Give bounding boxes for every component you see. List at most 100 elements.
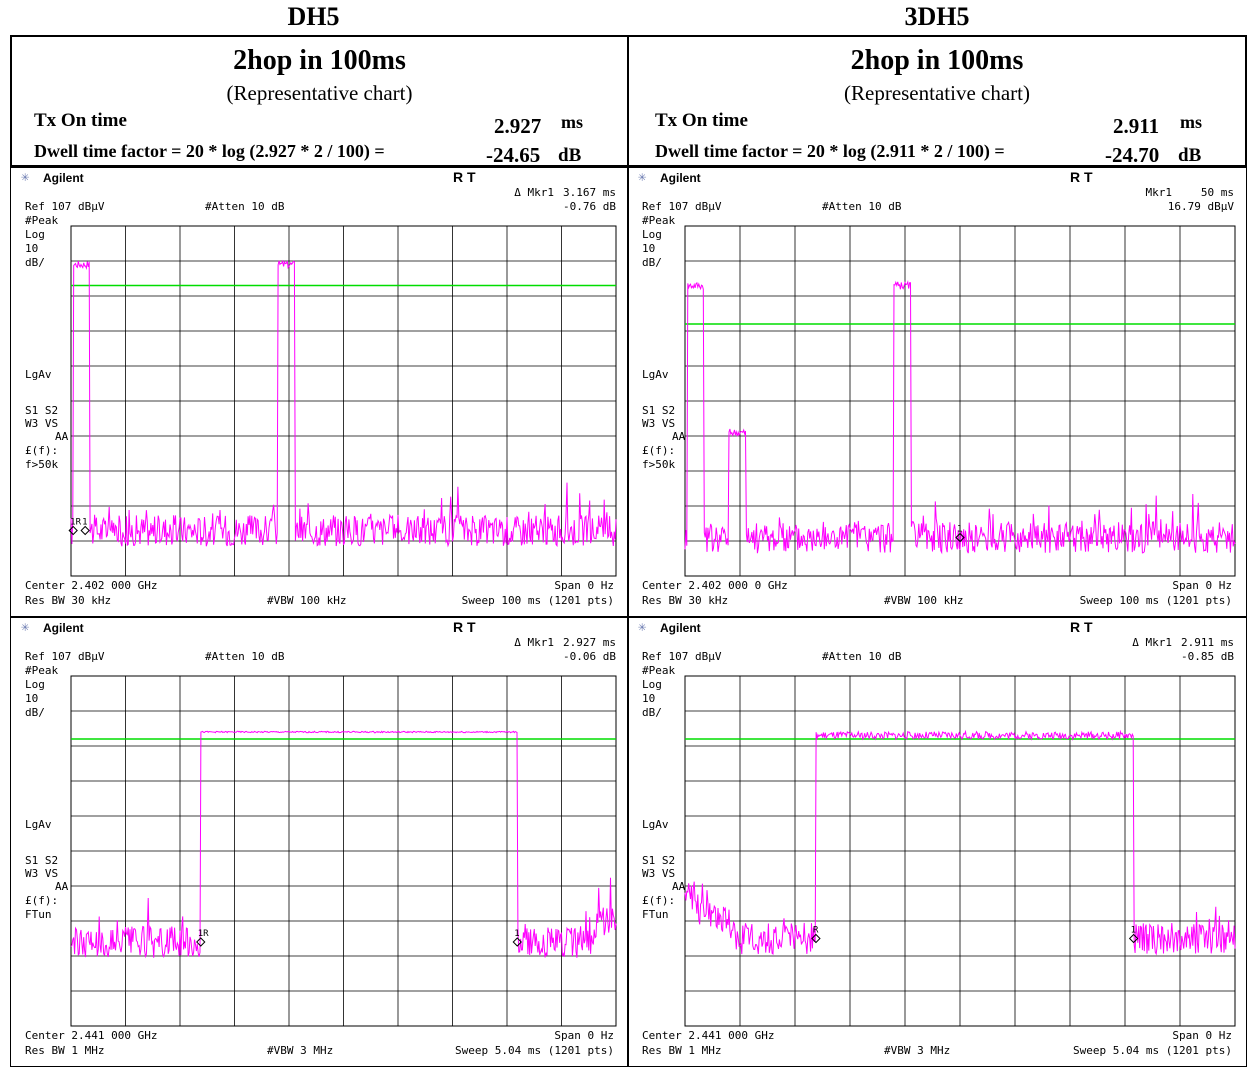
dwell-time-unit: dB — [1178, 145, 1202, 166]
detector-label: #Peak — [25, 664, 59, 677]
sweep-time: Sweep 100 ms (1201 pts) — [1079, 594, 1232, 607]
analyzer-panel-3: ✳ Agilent R T Δ Mkr1 2.927 ms Ref 107 dBμV #At… — [10, 617, 629, 1067]
mode-indicator: R T — [453, 619, 476, 635]
dwell-time-label: Dwell time factor = 20 * log (2.911 * 2 … — [655, 141, 1005, 161]
marker-tag: 1 — [957, 525, 962, 535]
function-value-label: f>50k — [25, 458, 59, 471]
tx-on-time-value: 2.911 — [1113, 114, 1160, 138]
marker-label: Δ Mkr1 — [514, 186, 554, 199]
dwell-time-value: -24.65 — [486, 143, 541, 167]
brand-label: Agilent — [43, 171, 84, 185]
resolution-bandwidth: Res BW 30 kHz — [642, 594, 729, 607]
scale-type-label: Log — [25, 228, 45, 241]
function-label: £(f): — [642, 444, 676, 457]
brand-label: Agilent — [660, 621, 701, 635]
tx-on-time-label: Tx On time — [655, 110, 748, 131]
marker-diamond — [811, 933, 821, 944]
mode-indicator: R T — [1070, 619, 1093, 635]
marker-x-value: 2.911 ms — [1181, 636, 1234, 649]
resolution-bandwidth: Res BW 1 MHz — [642, 1044, 722, 1057]
trace-w3vs-label: W3 VS — [642, 417, 676, 430]
agilent-star-icon: ✳ — [21, 169, 30, 185]
marker-x-value: 50 ms — [1200, 186, 1234, 199]
trace-aa-label: AA — [55, 430, 69, 443]
video-bandwidth: #VBW 3 MHz — [884, 1044, 951, 1057]
marker-diamond — [512, 937, 522, 947]
analyzer-panel-1: ✳ Agilent R T Δ Mkr1 3.167 ms Ref 107 dBμV #At… — [10, 167, 629, 617]
agilent-star-icon: ✳ — [21, 619, 30, 635]
scale-value-label: 10 — [25, 692, 39, 705]
video-bandwidth: #VBW 100 kHz — [884, 594, 964, 607]
dwell-time-value: -24.70 — [1105, 143, 1160, 167]
measurement-trace — [70, 259, 617, 548]
average-label: LgAv — [642, 818, 669, 831]
marker-diamond — [1128, 933, 1139, 944]
header-box-dh5: 2hop in 100ms (Representative chart) Tx … — [10, 35, 629, 167]
header-subheading: (Representative chart) — [226, 81, 413, 105]
header-subheading: (Representative chart) — [844, 81, 1030, 105]
detector-label: #Peak — [642, 664, 676, 677]
resolution-bandwidth: Res BW 30 kHz — [25, 594, 112, 607]
marker-x-value: 2.927 ms — [563, 636, 616, 649]
trace-w3vs-label: W3 VS — [642, 867, 676, 880]
column-title-3dh5: 3DH5 — [904, 2, 970, 31]
trace-aa-label: AA — [672, 880, 686, 893]
marker-tag: 1R — [198, 929, 209, 939]
trace-s1s2-label: S1 S2 — [25, 854, 59, 867]
mode-indicator: R T — [1070, 169, 1093, 185]
trace-aa-label: AA — [55, 880, 69, 893]
marker-y-value: -0.85 dB — [1181, 650, 1234, 663]
scale-value-label: 10 — [642, 692, 656, 705]
marker-label: Δ Mkr1 — [514, 636, 554, 649]
center-frequency: Center 2.441 000 GHz — [25, 1029, 158, 1042]
marker-tag: R — [813, 926, 819, 936]
resolution-bandwidth: Res BW 1 MHz — [25, 1044, 105, 1057]
average-label: LgAv — [25, 368, 52, 381]
marker-diamond — [196, 937, 206, 947]
trace-s1s2-label: S1 S2 — [25, 404, 59, 417]
attenuation: #Atten 10 dB — [822, 650, 902, 663]
function-value-label: f>50k — [642, 458, 676, 471]
scale-unit-label: dB/ — [642, 256, 662, 269]
marker-diamond — [68, 525, 78, 536]
center-frequency: Center 2.441 000 GHz — [642, 1029, 775, 1042]
center-frequency: Center 2.402 000 GHz — [25, 579, 158, 592]
detector-label: #Peak — [25, 214, 59, 227]
header-box-3dh5: 2hop in 100ms (Representative chart) Tx … — [627, 35, 1247, 167]
marker-y-value: -0.76 dB — [563, 200, 616, 213]
measurement-trace — [684, 280, 1236, 555]
marker-label: Mkr1 — [1145, 186, 1173, 199]
header-heading: 2hop in 100ms — [233, 45, 406, 76]
marker-tag: 1 — [1131, 926, 1136, 936]
function-value-label: FTun — [642, 908, 669, 921]
trace-w3vs-label: W3 VS — [25, 417, 59, 430]
tx-on-time-unit: ms — [1180, 112, 1202, 132]
marker-label: Δ Mkr1 — [1132, 636, 1172, 649]
average-label: LgAv — [25, 818, 52, 831]
sweep-time: Sweep 5.04 ms (1201 pts) — [1073, 1044, 1232, 1057]
span-value: Span 0 Hz — [554, 579, 614, 592]
scale-type-label: Log — [642, 678, 662, 691]
ref-level: Ref 107 dBμV — [642, 200, 722, 213]
agilent-star-icon: ✳ — [638, 619, 647, 635]
detector-label: #Peak — [642, 214, 676, 227]
scale-unit-label: dB/ — [25, 706, 45, 719]
plot-area: 1R 1 — [68, 225, 617, 577]
analyzer-panel-4: ✳ Agilent R T Δ Mkr1 2.911 ms Ref 107 dBμV #At… — [627, 617, 1247, 1067]
trace-w3vs-label: W3 VS — [25, 867, 59, 880]
ref-level: Ref 107 dBμV — [25, 200, 105, 213]
mode-indicator: R T — [453, 169, 476, 185]
marker-diamond — [80, 525, 90, 536]
average-label: LgAv — [642, 368, 669, 381]
marker-y-value: -0.06 dB — [563, 650, 616, 663]
scale-value-label: 10 — [642, 242, 656, 255]
sweep-time: Sweep 100 ms (1201 pts) — [461, 594, 614, 607]
span-value: Span 0 Hz — [554, 1029, 614, 1042]
header-heading: 2hop in 100ms — [850, 45, 1024, 76]
scale-unit-label: dB/ — [25, 256, 45, 269]
scale-type-label: Log — [25, 678, 45, 691]
scale-value-label: 10 — [25, 242, 39, 255]
column-title-dh5: DH5 — [287, 2, 340, 31]
ref-level: Ref 107 dBμV — [25, 650, 105, 663]
